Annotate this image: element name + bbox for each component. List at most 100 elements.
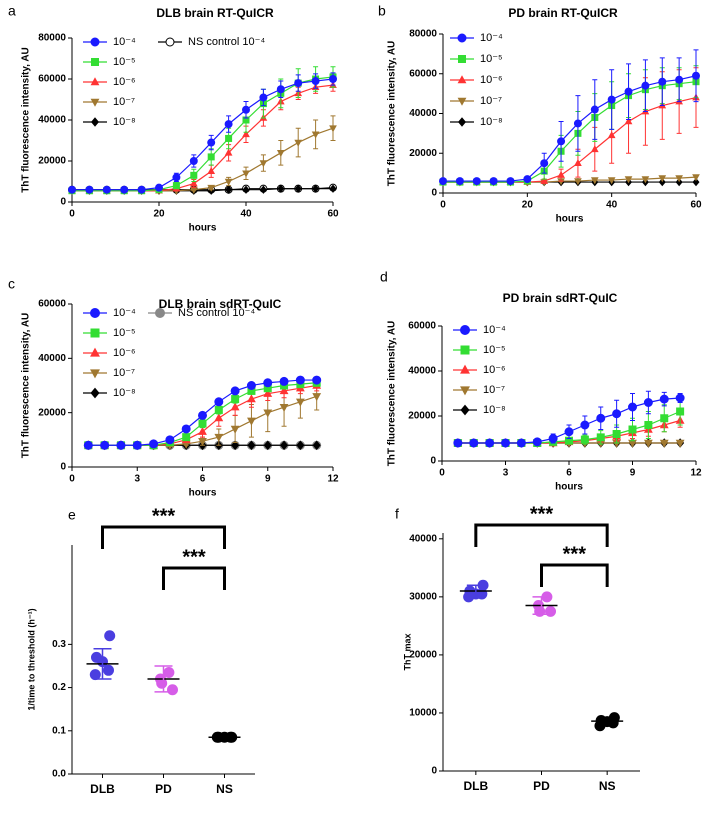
marker bbox=[225, 185, 233, 194]
series-line bbox=[72, 78, 334, 191]
legend-marker bbox=[90, 308, 100, 318]
y-tick-label: 20000 bbox=[409, 650, 437, 661]
marker bbox=[83, 440, 93, 450]
legend-marker bbox=[457, 33, 467, 43]
marker bbox=[557, 170, 565, 178]
marker bbox=[329, 75, 337, 83]
x-axis-label: hours bbox=[555, 482, 583, 493]
x-tick-label: PD bbox=[155, 782, 172, 796]
y-tick-label: 20000 bbox=[408, 411, 436, 422]
marker bbox=[523, 175, 532, 184]
legend-marker bbox=[91, 58, 99, 66]
marker bbox=[659, 394, 669, 404]
marker bbox=[137, 185, 146, 194]
marker bbox=[573, 119, 582, 128]
marker bbox=[242, 170, 250, 178]
significance-label: *** bbox=[530, 503, 554, 525]
marker bbox=[296, 440, 305, 451]
marker bbox=[311, 77, 320, 86]
x-axis-label: hours bbox=[556, 214, 584, 225]
data-point bbox=[89, 669, 101, 681]
legend-marker bbox=[165, 37, 175, 47]
chart-title: DLB brain sdRT-QuIC bbox=[159, 297, 282, 311]
marker bbox=[516, 438, 526, 448]
marker bbox=[644, 421, 653, 429]
legend-marker bbox=[460, 404, 470, 416]
x-tick-label: 9 bbox=[630, 468, 636, 479]
marker bbox=[675, 175, 683, 183]
marker bbox=[295, 375, 305, 385]
marker bbox=[624, 117, 633, 125]
marker bbox=[564, 427, 574, 437]
marker bbox=[501, 438, 510, 448]
marker bbox=[68, 185, 76, 194]
marker bbox=[590, 105, 599, 114]
sd-bar bbox=[598, 717, 617, 725]
marker bbox=[263, 440, 272, 451]
marker bbox=[172, 173, 181, 182]
marker bbox=[230, 425, 240, 434]
marker bbox=[628, 425, 637, 434]
marker bbox=[263, 378, 273, 388]
legend-marker bbox=[457, 97, 467, 106]
sd-bar bbox=[466, 584, 485, 598]
marker bbox=[676, 407, 685, 416]
marker bbox=[207, 184, 216, 192]
legend-marker bbox=[460, 364, 470, 374]
marker bbox=[612, 409, 622, 419]
marker bbox=[485, 438, 495, 448]
x-tick-label: DLB bbox=[463, 779, 488, 793]
legend-marker bbox=[458, 55, 466, 63]
series-line bbox=[443, 97, 697, 183]
significance-label: *** bbox=[152, 505, 176, 527]
marker bbox=[190, 171, 198, 179]
legend-marker bbox=[460, 325, 470, 335]
marker bbox=[224, 178, 233, 186]
data-point bbox=[607, 717, 619, 729]
legend-label: 10⁻⁷ bbox=[483, 384, 505, 396]
marker bbox=[259, 93, 268, 102]
significance-bracket bbox=[101, 525, 226, 549]
marker bbox=[242, 130, 250, 138]
marker bbox=[263, 384, 272, 393]
y-tick-label: 0 bbox=[60, 462, 66, 473]
marker bbox=[643, 398, 653, 407]
marker bbox=[658, 77, 667, 86]
marker bbox=[225, 134, 233, 142]
legend-marker bbox=[458, 117, 466, 127]
marker bbox=[230, 386, 240, 396]
marker bbox=[198, 437, 207, 446]
marker bbox=[116, 440, 126, 450]
legend-marker bbox=[155, 308, 165, 318]
marker bbox=[628, 439, 637, 448]
data-point bbox=[594, 720, 606, 732]
marker bbox=[189, 179, 198, 187]
marker bbox=[242, 105, 250, 114]
marker bbox=[263, 409, 273, 418]
marker bbox=[628, 402, 637, 412]
marker bbox=[276, 150, 285, 157]
legend-label: 10⁻⁸ bbox=[113, 116, 136, 128]
marker bbox=[574, 178, 582, 186]
series-line bbox=[443, 81, 697, 183]
y-tick-label: 60000 bbox=[38, 74, 66, 85]
legend-label: 10⁻⁶ bbox=[113, 347, 136, 359]
legend-label: 10⁻⁸ bbox=[480, 116, 503, 128]
y-tick-label: 80000 bbox=[38, 33, 66, 44]
marker bbox=[259, 185, 267, 194]
x-tick-label: 3 bbox=[503, 468, 509, 479]
series-line bbox=[72, 84, 334, 192]
x-tick-label: 40 bbox=[240, 209, 252, 220]
marker bbox=[506, 177, 515, 186]
y-axis-label: 1/time to threshold (h⁻¹) bbox=[26, 608, 36, 710]
legend-marker bbox=[90, 347, 100, 357]
y-tick-label: 0 bbox=[60, 197, 66, 208]
x-tick-label: 3 bbox=[134, 474, 140, 485]
marker bbox=[472, 177, 481, 186]
y-axis-label: ThT fluorescence intensity, AU bbox=[387, 41, 398, 187]
marker bbox=[214, 405, 223, 414]
marker bbox=[612, 430, 621, 438]
marker bbox=[624, 87, 633, 96]
marker bbox=[692, 71, 700, 80]
marker bbox=[231, 395, 240, 404]
